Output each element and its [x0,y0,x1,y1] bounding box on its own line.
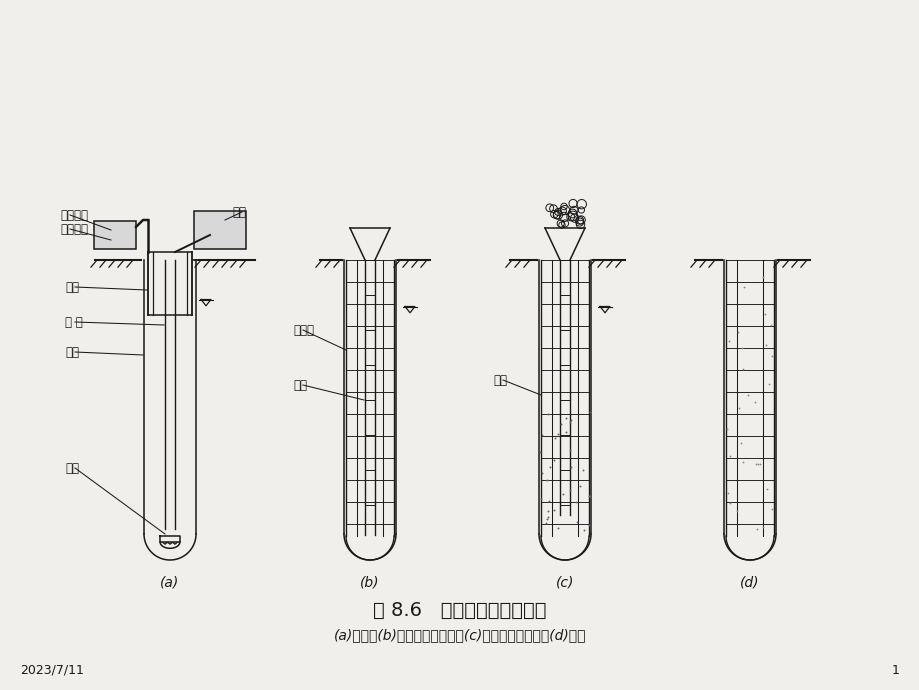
Text: 泥浆: 泥浆 [493,373,506,386]
Text: 钢筋笼: 钢筋笼 [292,324,313,337]
Text: 高压水泵: 高压水泵 [60,222,88,235]
Text: 1: 1 [891,664,899,676]
Text: 导管: 导管 [292,379,307,391]
Text: 护筒: 护筒 [65,281,79,293]
Text: 2023/7/11: 2023/7/11 [20,664,84,676]
Text: 钻机: 钻机 [232,206,245,219]
Text: (a): (a) [160,575,179,589]
Text: 泥浆: 泥浆 [65,346,79,359]
Text: 图 8.6   钻孔灌注桩施工程序: 图 8.6 钻孔灌注桩施工程序 [373,600,546,620]
Text: 泥浆泵或: 泥浆泵或 [60,208,88,221]
Text: (c): (c) [555,575,573,589]
Text: (b): (b) [360,575,380,589]
Bar [94,221,136,249]
Text: (d): (d) [740,575,759,589]
Text: 钻 杆: 钻 杆 [65,315,83,328]
Text: 钻头: 钻头 [65,462,79,475]
Bar [194,211,245,249]
Text: (a)成孔；(b)下导管和钢筋笼；(c)浇灌水下混凝土；(d)成桩: (a)成孔；(b)下导管和钢筋笼；(c)浇灌水下混凝土；(d)成桩 [334,628,585,642]
